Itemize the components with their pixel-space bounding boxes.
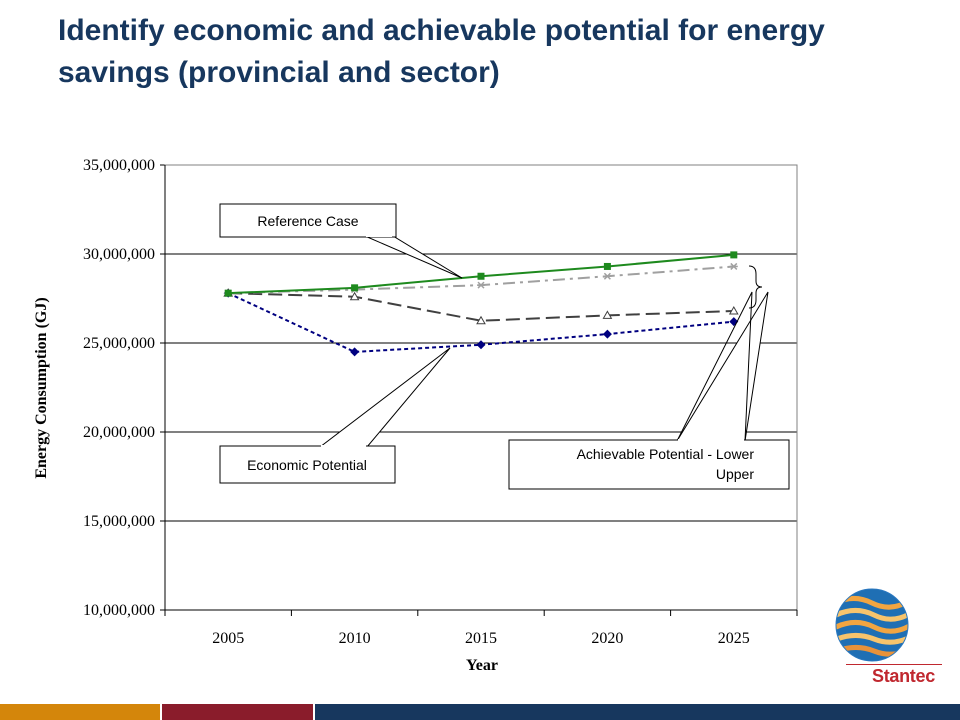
series-line-economic-potential [227, 292, 734, 353]
grouping-brace [748, 265, 763, 309]
slide-title: Identify economic and achievable potenti… [58, 14, 825, 89]
x-tick-label: 2020 [591, 630, 623, 647]
x-tick-label: 2025 [718, 630, 750, 647]
data-point-reference-case [477, 272, 485, 280]
data-point-economic-potential [602, 329, 612, 339]
x-tick-labels: 2005 2010 2015 2020 2025 [212, 630, 750, 647]
data-point-upper [729, 262, 738, 270]
x-axis-title: Year [466, 657, 498, 674]
data-point-lower [349, 291, 360, 301]
y-tick-label: 15,000,000 [83, 513, 155, 530]
data-point-reference-case [730, 251, 738, 259]
y-tick-label: 25,000,000 [83, 335, 155, 352]
footer-bar-maroon [162, 704, 313, 720]
x-tick-label: 2005 [212, 630, 244, 647]
callout-pointer [676, 291, 769, 442]
data-point-upper [477, 281, 485, 289]
data-point-reference-case [351, 284, 359, 292]
callout-reference-case: Reference Case [219, 203, 463, 279]
x-tick-label: 2010 [339, 630, 371, 647]
callout-reference-label: Reference Case [257, 213, 358, 229]
y-tick-label: 30,000,000 [83, 246, 155, 263]
logo-divider [846, 664, 942, 665]
data-point-reference-case [224, 289, 232, 297]
data-point-economic-potential [476, 340, 486, 350]
callout-box [508, 439, 790, 490]
data-point-lower [476, 315, 486, 325]
callout-achievable-potential: Achievable Potential - Lower Upper [508, 291, 790, 490]
data-point-lower [602, 310, 613, 319]
axes [160, 164, 798, 616]
footer-bar-navy [315, 704, 960, 720]
data-point-upper [603, 272, 612, 280]
globe-icon [835, 588, 909, 662]
callout-economic-label: Economic Potential [247, 457, 367, 473]
y-tick-labels: 10,000,000 15,000,000 20,000,000 25,000,000… [83, 157, 155, 619]
y-axis-title: Energy Consumption (GJ) [33, 297, 50, 478]
y-tick-label: 20,000,000 [83, 424, 155, 441]
data-point-economic-potential [350, 347, 360, 357]
y-tick-label: 10,000,000 [83, 602, 155, 619]
callout-box [219, 203, 397, 238]
data-series [223, 251, 739, 357]
data-point-lower [728, 305, 739, 315]
footer-bar-orange [0, 704, 160, 720]
data-point-reference-case [603, 262, 611, 270]
series-line-lower [228, 292, 734, 322]
callout-economic-potential: Economic Potential [219, 347, 451, 484]
callout-pointer [364, 235, 463, 279]
stantec-logo [832, 585, 932, 695]
callout-achievable-label-line2: Upper [716, 466, 754, 482]
logo-wordmark: Stantec [872, 666, 935, 686]
x-tick-label: 2015 [465, 630, 497, 647]
callout-box [219, 445, 396, 484]
y-tick-label: 35,000,000 [83, 157, 155, 174]
callout-achievable-label-line1: Achievable Potential - Lower [577, 446, 755, 462]
